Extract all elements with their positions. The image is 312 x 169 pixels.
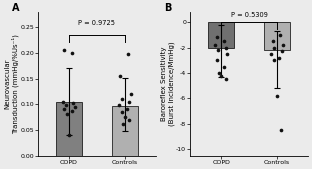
- Point: [117, 104, 122, 107]
- Text: P = 0.5309: P = 0.5309: [231, 12, 267, 18]
- Point: [269, 53, 274, 55]
- Point: [279, 50, 284, 53]
- Point: [122, 116, 127, 118]
- Point: [222, 65, 227, 68]
- Point: [216, 49, 221, 52]
- Point: [72, 106, 77, 108]
- Point: [124, 108, 129, 111]
- Point: [271, 59, 276, 62]
- Point: [214, 36, 219, 39]
- Point: [70, 109, 75, 112]
- Point: [119, 111, 124, 113]
- Point: [213, 44, 218, 46]
- Point: [272, 46, 277, 49]
- Point: [222, 40, 227, 43]
- Point: [62, 108, 67, 111]
- Point: [126, 118, 131, 121]
- Point: [276, 56, 281, 59]
- Point: [65, 112, 70, 115]
- Point: [66, 134, 71, 137]
- Point: [279, 129, 284, 132]
- Point: [69, 52, 74, 54]
- Point: [214, 59, 219, 62]
- Point: [61, 100, 66, 103]
- Bar: [265, 22, 290, 50]
- Point: [219, 74, 224, 77]
- Point: [128, 93, 133, 95]
- Point: [275, 94, 280, 97]
- Point: [62, 49, 67, 52]
- Point: [280, 44, 285, 46]
- Point: [223, 46, 228, 49]
- Bar: [208, 22, 234, 48]
- Point: [125, 53, 130, 55]
- Point: [224, 78, 229, 81]
- Y-axis label: Neurovascular
Transduction (mmHg/%Us⁻¹): Neurovascular Transduction (mmHg/%Us⁻¹): [4, 34, 19, 134]
- Point: [270, 40, 275, 43]
- Y-axis label: Baroreflex Sensitivity
(Burst Incidence/MmHg): Baroreflex Sensitivity (Burst Incidence/…: [161, 42, 175, 126]
- Text: A: A: [12, 3, 20, 13]
- Point: [217, 72, 222, 74]
- Point: [71, 102, 76, 105]
- Point: [118, 75, 123, 77]
- Point: [120, 123, 125, 125]
- Point: [64, 103, 69, 106]
- Bar: [112, 106, 138, 156]
- Text: P = 0.9725: P = 0.9725: [78, 20, 115, 26]
- Point: [224, 53, 229, 55]
- Point: [127, 100, 132, 103]
- Point: [119, 98, 124, 101]
- Bar: [56, 102, 81, 156]
- Point: [277, 33, 282, 36]
- Text: B: B: [164, 3, 172, 13]
